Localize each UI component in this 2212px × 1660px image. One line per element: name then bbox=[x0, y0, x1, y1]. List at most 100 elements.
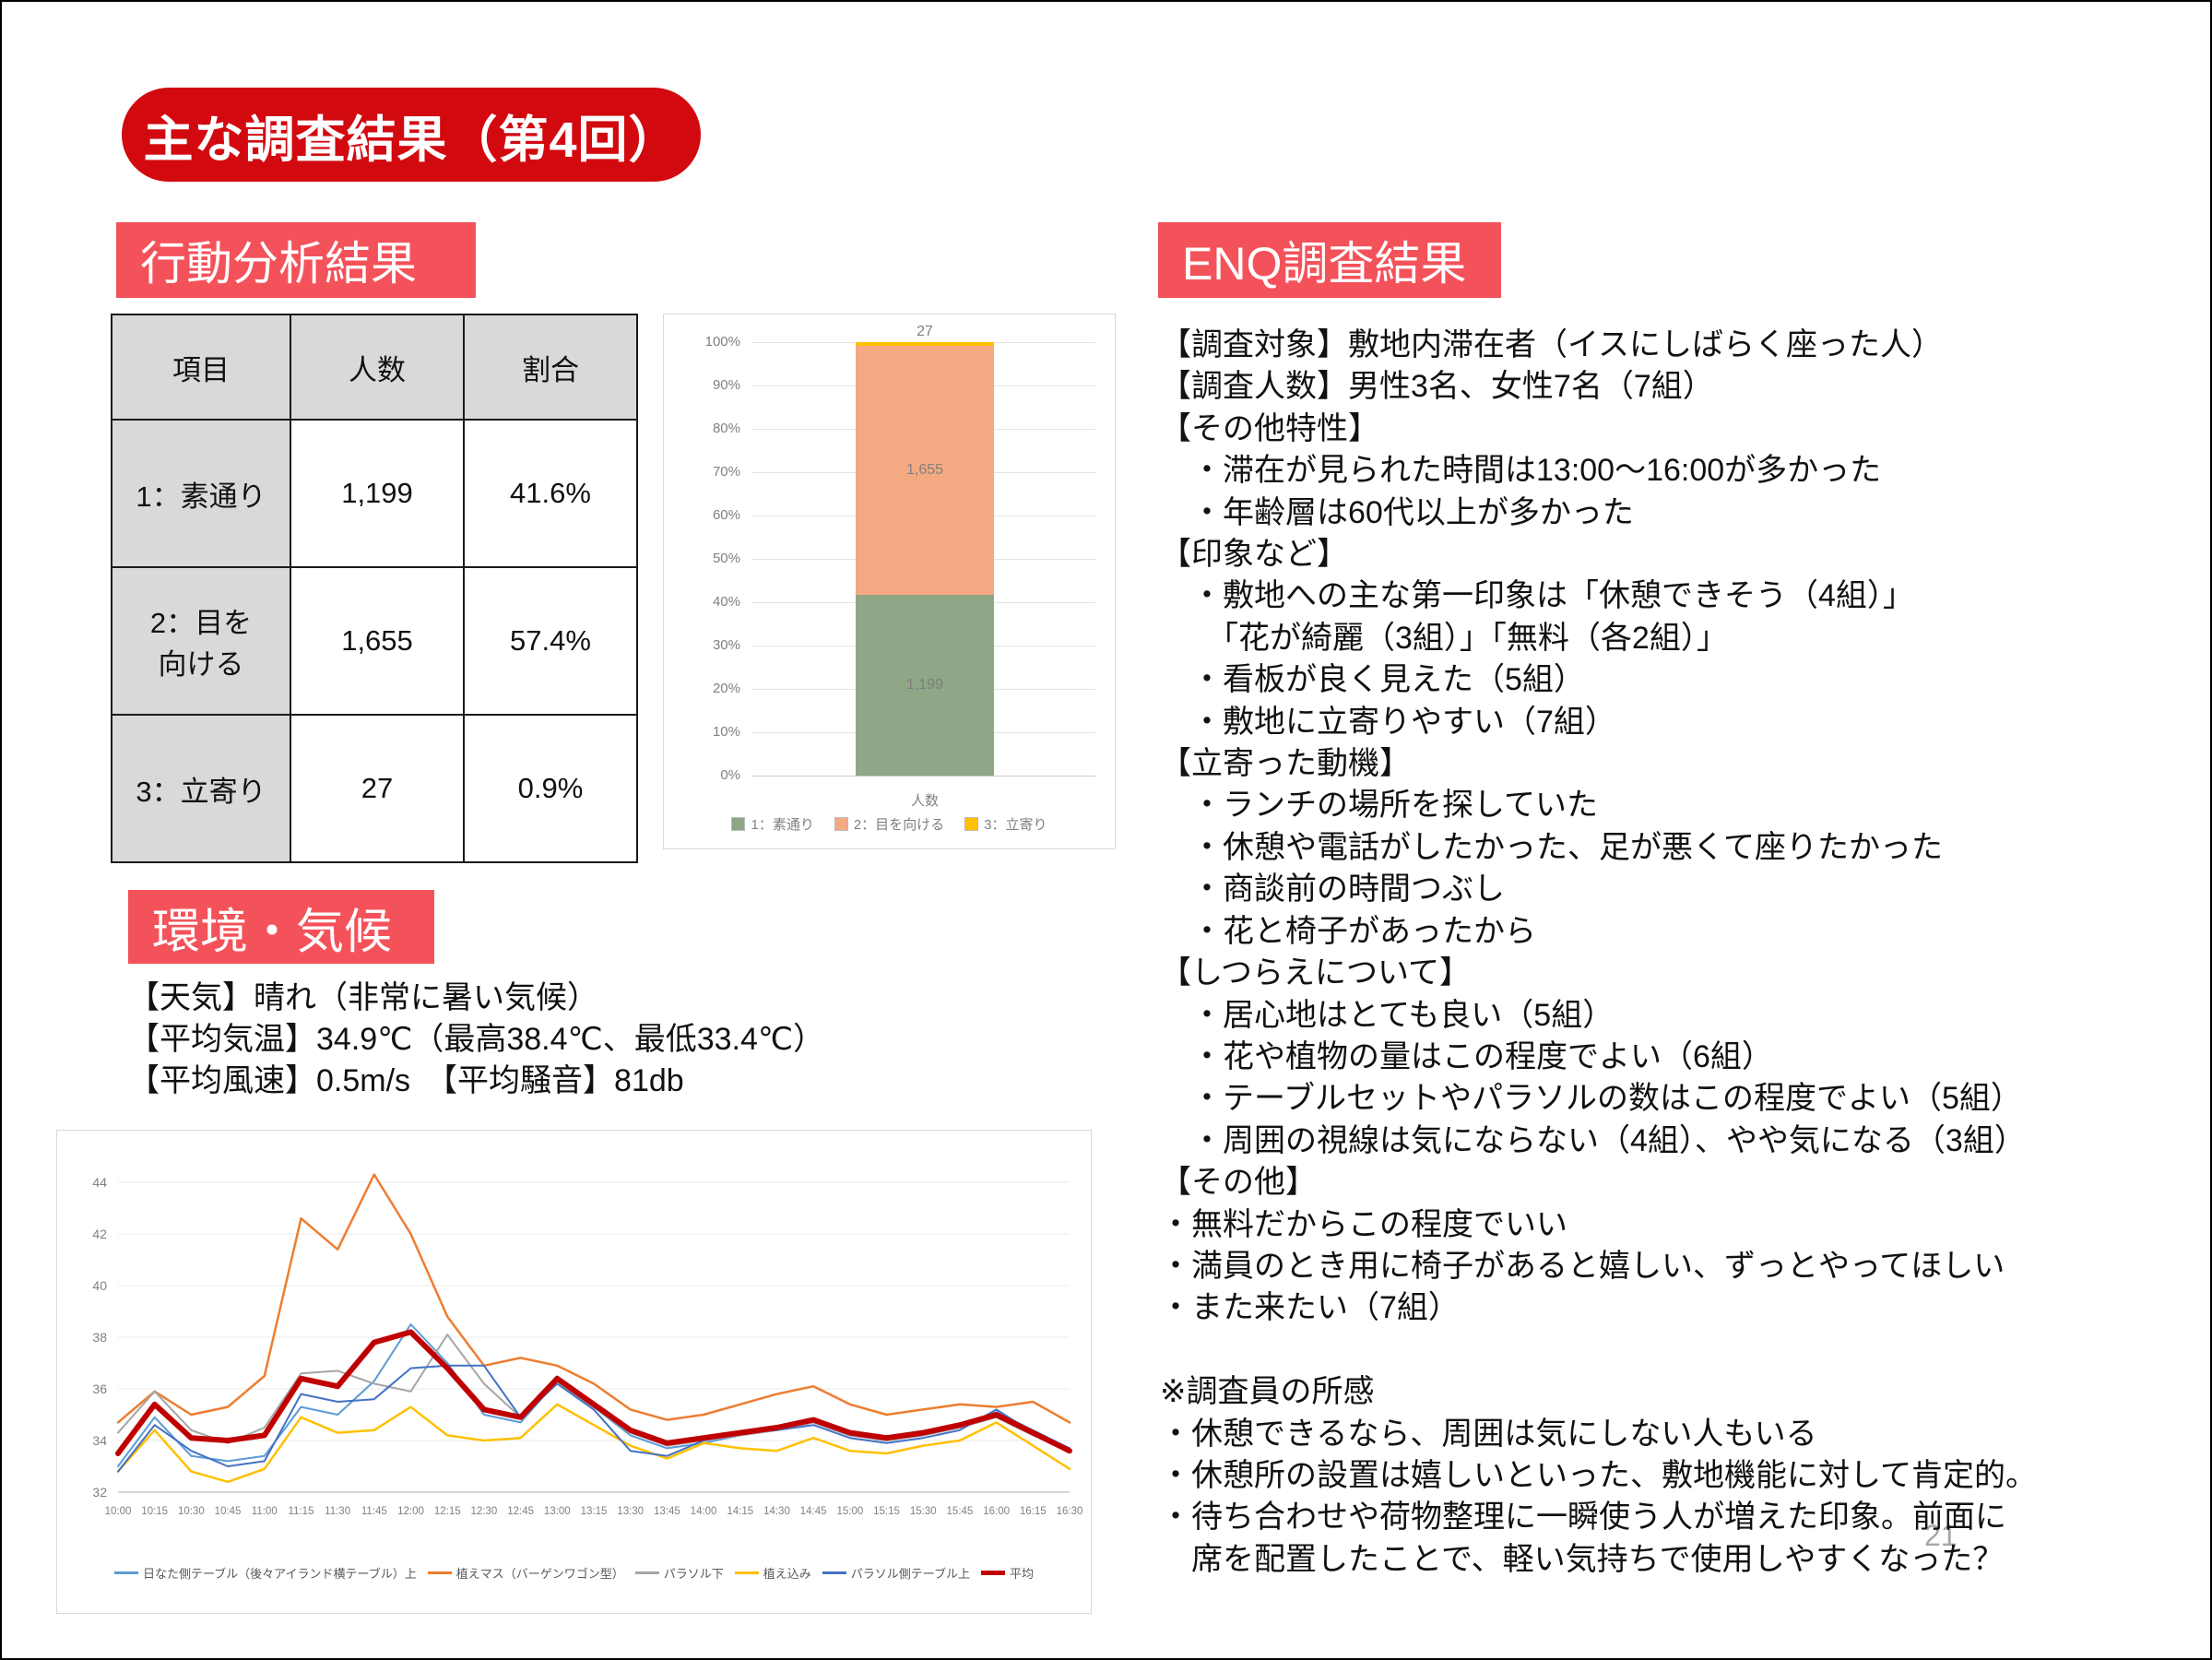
line-x-tick: 13:15 bbox=[581, 1506, 608, 1517]
legend-line-icon bbox=[734, 1571, 759, 1574]
series-line bbox=[115, 1329, 1072, 1456]
bar-segment bbox=[856, 346, 994, 596]
legend-line-icon bbox=[113, 1571, 138, 1574]
bar-y-tick: 100% bbox=[704, 334, 740, 350]
line-legend-item: パラソル下 bbox=[634, 1564, 724, 1582]
table-cell: 3：立寄り bbox=[111, 714, 291, 863]
line-x-tick: 10:45 bbox=[215, 1506, 242, 1517]
bar-x-label: 人数 bbox=[910, 793, 939, 809]
bar-segment bbox=[856, 342, 994, 347]
table-header-row: 項目 人数 割合 bbox=[111, 314, 638, 421]
table-row: 1：素通り 1,199 41.6% bbox=[111, 419, 638, 568]
line-x-tick: 12:45 bbox=[507, 1506, 534, 1517]
table-cell: 1,199 bbox=[290, 419, 465, 568]
bar-y-tick: 30% bbox=[712, 637, 740, 653]
series-line bbox=[117, 1364, 1071, 1473]
line-x-tick: 11:00 bbox=[252, 1506, 278, 1517]
table-row: 3：立寄り 27 0.9% bbox=[111, 714, 638, 863]
line-x-tick: 11:15 bbox=[288, 1506, 313, 1517]
series-line bbox=[116, 1403, 1071, 1484]
line-y-tick: 42 bbox=[92, 1227, 107, 1241]
bar-y-tick: 60% bbox=[712, 507, 740, 523]
legend-line-icon bbox=[822, 1571, 846, 1574]
legend-line-icon bbox=[981, 1571, 1006, 1575]
legend-line-icon bbox=[427, 1571, 452, 1574]
line-y-tick: 40 bbox=[92, 1278, 107, 1293]
bar-y-tick: 10% bbox=[712, 724, 740, 740]
line-y-tick: 44 bbox=[92, 1175, 107, 1190]
line-x-tick: 15:45 bbox=[947, 1506, 974, 1517]
page-title: 主な調査結果（第4回） bbox=[122, 88, 701, 182]
legend-label: 平均 bbox=[1010, 1567, 1035, 1581]
line-x-tick: 13:30 bbox=[617, 1506, 644, 1517]
table-cell: 41.6% bbox=[463, 419, 638, 568]
enq-text: 【調査対象】敷地内滞在者（イスにしばらく座った人） 【調査人数】男性3名、女性7… bbox=[1160, 327, 2037, 1577]
legend-label: 3：立寄り bbox=[984, 817, 1047, 833]
line-legend: 日なた側テーブル（後々アイランド横テーブル）上 植えマス（バーゲンワゴン型） パラソ… bbox=[57, 1564, 1091, 1582]
line-x-tick: 14:15 bbox=[727, 1506, 753, 1517]
line-y-tick: 32 bbox=[92, 1485, 107, 1500]
table-header-cell: 人数 bbox=[290, 314, 465, 421]
table-cell: 2：目を 向ける bbox=[111, 566, 291, 716]
line-legend-item: 日なた側テーブル（後々アイランド横テーブル）上 bbox=[113, 1564, 417, 1582]
table-row: 2：目を 向ける 1,655 57.4% bbox=[111, 566, 638, 716]
bar-gridline bbox=[751, 776, 1095, 777]
bar-y-tick: 90% bbox=[712, 377, 740, 393]
table-header-cell: 項目 bbox=[111, 314, 291, 421]
line-legend-item: 植えマス（バーゲンワゴン型） bbox=[427, 1564, 624, 1582]
stacked-bar-chart: 0% 10% 20% 30% 40% 50% 60% 70% 80% 90% 100% 1,199 1,… bbox=[663, 314, 1116, 849]
table-cell: 27 bbox=[290, 714, 465, 863]
legend-label: パラソル側テーブル上 bbox=[850, 1567, 971, 1581]
line-y-tick: 34 bbox=[92, 1433, 107, 1448]
line-x-tick: 14:00 bbox=[691, 1506, 717, 1517]
line-x-tick: 12:30 bbox=[471, 1506, 498, 1517]
bar-y-tick: 70% bbox=[712, 464, 740, 480]
table-header-cell: 割合 bbox=[463, 314, 638, 421]
line-y-tick: 38 bbox=[92, 1330, 107, 1345]
bar-segment-label: 27 bbox=[917, 324, 933, 339]
env-text: 【天気】晴れ（非常に暑い気候） 【平均気温】34.9℃（最高38.4℃、最低33… bbox=[128, 980, 825, 1098]
series-line bbox=[116, 1173, 1071, 1424]
bar-y-tick: 80% bbox=[712, 421, 740, 436]
line-x-tick: 13:00 bbox=[544, 1506, 571, 1517]
legend-swatch-icon bbox=[964, 817, 979, 831]
line-x-tick: 12:00 bbox=[397, 1506, 424, 1517]
table-cell: 1,655 bbox=[290, 566, 465, 716]
legend-label: 植え込み bbox=[763, 1567, 811, 1581]
legend-swatch-icon bbox=[834, 817, 848, 831]
line-x-tick: 11:30 bbox=[325, 1506, 350, 1517]
line-y-tick: 36 bbox=[92, 1381, 107, 1396]
line-x-tick: 12:15 bbox=[434, 1506, 461, 1517]
line-legend-item: 平均 bbox=[981, 1564, 1034, 1582]
line-legend-item: パラソル側テーブル上 bbox=[822, 1564, 970, 1582]
line-x-tick: 14:30 bbox=[763, 1506, 790, 1517]
behavior-table: 項目 人数 割合 1：素通り 1,199 41.6% 2：目を 向ける 1,655 57.4% 3… bbox=[111, 314, 638, 863]
line-x-tick: 15:15 bbox=[873, 1506, 900, 1517]
legend-label: 1：素通り bbox=[751, 817, 814, 833]
line-x-tick: 13:45 bbox=[654, 1506, 680, 1517]
line-x-tick: 16:00 bbox=[983, 1506, 1010, 1517]
bar-legend: 1：素通り 2：目を向ける 3：立寄り bbox=[664, 814, 1115, 834]
bar-y-tick: 20% bbox=[712, 681, 740, 696]
section-label-enq: ENQ調査結果 bbox=[1158, 222, 1501, 298]
climate-line-chart: 32 34 36 38 40 42 44 10:00 10:15 10:30 10:45 11:00 1… bbox=[56, 1130, 1092, 1614]
bar-segment-label: 1,199 bbox=[905, 677, 944, 694]
line-x-tick: 10:00 bbox=[105, 1506, 132, 1517]
legend-label: 2：目を向ける bbox=[853, 817, 945, 833]
line-x-tick: 15:30 bbox=[910, 1506, 937, 1517]
page-number: 21 bbox=[1924, 1519, 1958, 1552]
bar-y-tick: 50% bbox=[712, 551, 740, 566]
bar-y-tick: 40% bbox=[712, 594, 740, 610]
table-cell: 1：素通り bbox=[111, 419, 291, 568]
line-x-tick: 16:30 bbox=[1057, 1506, 1083, 1517]
legend-label: パラソル下 bbox=[663, 1567, 724, 1581]
legend-swatch-icon bbox=[731, 817, 746, 831]
line-chart-svg: 32 34 36 38 40 42 44 10:00 10:15 10:30 10:45 11:00 1… bbox=[92, 1173, 1083, 1517]
line-x-tick: 11:45 bbox=[361, 1506, 387, 1517]
line-x-tick: 16:15 bbox=[1020, 1506, 1047, 1517]
legend-line-icon bbox=[634, 1571, 659, 1574]
bar-legend-item: 2：目を向ける bbox=[834, 814, 944, 834]
line-x-tick: 14:45 bbox=[800, 1506, 827, 1517]
bar-y-tick: 0% bbox=[720, 767, 740, 783]
